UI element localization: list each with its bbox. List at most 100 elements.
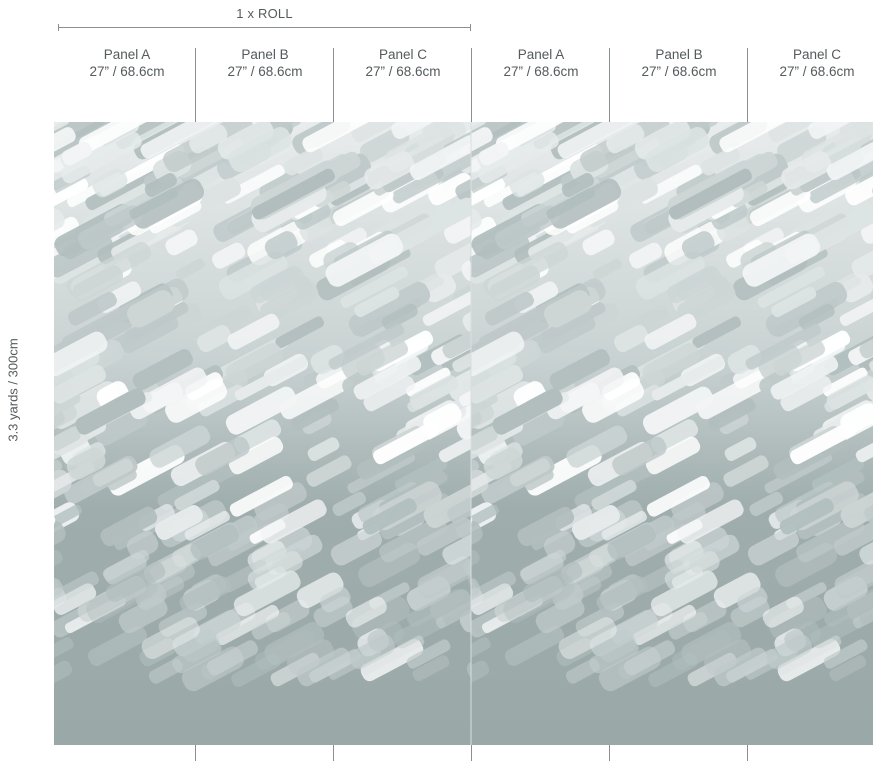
brushstroke xyxy=(247,550,303,591)
brushstroke xyxy=(494,205,560,250)
brushstroke xyxy=(509,168,545,198)
brushstroke xyxy=(66,447,106,480)
brushstroke xyxy=(296,572,344,609)
brushstroke xyxy=(762,596,804,628)
brushstroke xyxy=(67,291,117,326)
brushstroke xyxy=(309,649,361,683)
brushstroke xyxy=(726,649,778,683)
brushstroke xyxy=(149,425,211,468)
brushstroke xyxy=(416,517,471,556)
brushstroke xyxy=(270,652,320,687)
brushstroke xyxy=(646,475,710,517)
panel-header-4: Panel A 27” / 68.6cm xyxy=(472,46,610,80)
brushstroke xyxy=(477,131,559,184)
brushstroke xyxy=(471,571,516,609)
brushstroke xyxy=(650,570,718,617)
brushstroke xyxy=(447,349,471,402)
brushstroke xyxy=(328,323,405,370)
height-label: 3.3 yards / 300cm xyxy=(2,300,24,480)
panel-size: 27” / 68.6cm xyxy=(227,64,303,79)
brushstroke xyxy=(139,638,177,667)
brushstroke xyxy=(228,126,292,173)
brushstroke xyxy=(124,302,189,343)
brushstroke xyxy=(829,655,867,682)
brushstroke xyxy=(407,589,465,627)
brushstroke xyxy=(54,177,89,221)
brushstroke xyxy=(442,594,471,625)
brushstroke xyxy=(664,550,720,591)
brushstroke xyxy=(471,401,494,441)
brushstroke xyxy=(443,209,471,244)
brushstroke xyxy=(614,325,649,353)
brushstroke xyxy=(60,131,142,184)
brushstroke xyxy=(471,637,491,676)
brushstroke xyxy=(354,286,400,318)
brushstroke xyxy=(260,281,319,323)
brushstroke xyxy=(412,655,450,682)
brushstroke xyxy=(859,594,873,625)
brushstroke xyxy=(768,122,827,143)
brushstroke xyxy=(471,127,493,178)
brushstroke xyxy=(651,356,725,401)
brushstroke xyxy=(642,343,701,385)
brushstroke xyxy=(566,425,628,468)
brushstroke xyxy=(388,197,471,254)
brushstroke xyxy=(607,524,657,560)
brushstroke xyxy=(798,303,835,330)
brushstroke xyxy=(471,550,480,574)
brushstroke xyxy=(184,510,230,541)
brushstroke xyxy=(197,325,232,353)
panel-divider-bottom xyxy=(609,745,610,761)
brushstroke xyxy=(362,498,417,535)
brushstroke xyxy=(234,356,308,401)
brushstroke xyxy=(692,316,742,349)
brushstroke xyxy=(773,340,826,376)
brushstroke xyxy=(809,152,873,204)
brushstroke xyxy=(54,365,107,404)
brushstroke xyxy=(61,141,93,166)
brushstroke xyxy=(645,436,701,475)
brushstroke xyxy=(471,660,490,699)
brushstroke xyxy=(165,229,198,256)
brushstroke xyxy=(228,436,284,475)
brushstroke xyxy=(405,367,451,397)
brushstroke xyxy=(165,378,228,423)
brushstroke-pattern xyxy=(54,122,873,745)
brushstroke xyxy=(157,461,233,511)
brushstroke xyxy=(503,572,575,623)
brushstroke xyxy=(471,392,498,436)
brushstroke xyxy=(826,135,873,181)
brushstroke xyxy=(667,267,717,304)
brushstroke xyxy=(632,604,697,646)
brushstroke xyxy=(561,172,594,197)
brushstroke xyxy=(128,367,208,420)
brushstroke xyxy=(582,378,645,423)
brushstroke xyxy=(785,237,818,265)
brushstroke xyxy=(373,421,440,465)
brushstroke xyxy=(851,237,873,279)
brushstroke xyxy=(668,168,752,220)
panel-size: 27” / 68.6cm xyxy=(365,64,441,79)
brushstroke xyxy=(681,622,742,666)
brushstroke xyxy=(231,653,281,688)
brushstroke xyxy=(805,197,873,254)
brushstroke xyxy=(668,611,708,640)
brushstroke xyxy=(54,637,74,676)
brushstroke xyxy=(86,572,158,623)
brushstroke xyxy=(840,481,873,529)
brushstroke xyxy=(541,302,606,343)
brushstroke xyxy=(299,214,333,242)
brushstroke xyxy=(428,172,471,206)
brushstroke xyxy=(700,146,740,176)
brushstroke xyxy=(293,200,331,230)
brushstroke xyxy=(574,461,650,511)
brushstroke xyxy=(127,290,175,328)
brushstroke xyxy=(351,596,410,640)
brushstroke xyxy=(131,178,205,229)
brushstroke xyxy=(144,172,177,197)
brushstroke xyxy=(54,660,73,699)
brushstroke xyxy=(455,162,471,201)
panel-header-3: Panel C 27” / 68.6cm xyxy=(334,46,472,80)
brushstroke xyxy=(381,303,418,330)
brushstroke xyxy=(471,583,514,615)
